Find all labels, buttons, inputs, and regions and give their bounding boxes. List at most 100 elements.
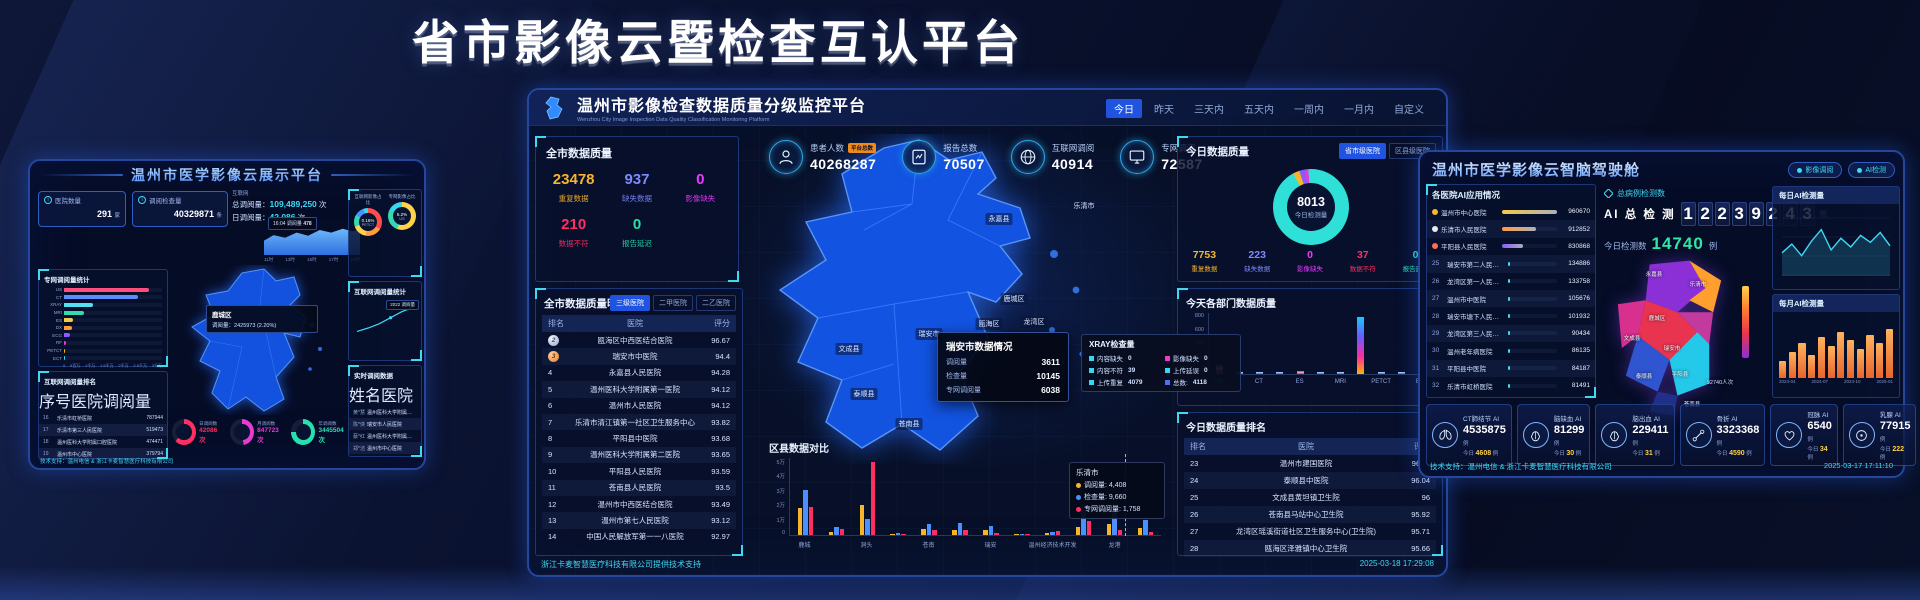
share-donut[interactable]: 互联网影像占比 0.16% PETCT [353,194,383,236]
xray-item: 内容不符 39 [1089,365,1157,375]
tooltip-text: 检查量: 9,660 [1084,494,1127,501]
bar-group [859,458,876,535]
line-chart[interactable]: 2022 调阅量 [349,298,421,338]
table-row: 11 苍南县人民医院 93.5 [542,479,736,496]
kpi-reports: 报告总数 70507 [902,140,984,174]
gauge-ring[interactable] [172,419,197,445]
x-tick: PETCT [1371,379,1391,385]
chip-value: 40329871 [173,209,214,219]
district-label: 瑞安市 [915,328,943,340]
table-row: 4 永嘉县人民医院 94.28 [542,365,736,381]
card-text: CT肺结节 AI 4535875 例今日 4608 例 [1463,413,1506,457]
series-bar [1137,528,1143,535]
time-tab[interactable]: 一月内 [1344,105,1374,116]
center-header: 温州市影像检查数据质量分级监控平台 Wenzhou City Image Ins… [529,90,1446,126]
left-map[interactable]: 鹿城区 调阅量：2425973 (2.20%) [172,265,342,417]
level-tab[interactable]: 省市级医院 [1339,143,1386,159]
chart-title: 区县数据对比 [769,444,829,455]
bar-fill [64,302,94,307]
image-share-box: 互联网影像占比 0.16% PETCT 专网影像占比 5.2% US [348,189,422,277]
ai-usage-row: 25 瑞安市第二人民医院 134886 [1427,255,1595,273]
bone-icon [1685,422,1712,448]
lungs-icon [1432,422,1458,448]
hbar-row: RF [39,339,167,347]
time-tab[interactable]: 今日 [1106,99,1142,118]
series-bar [870,461,876,535]
dot-icon [1797,167,1803,173]
gauge-ring[interactable] [291,419,316,445]
detail-table-box: 全市数据质量明细 三级医院 二甲医院 二乙医院 排名 医院 评分 2 瓯海区中西医结合医院… [535,288,743,556]
level-tab[interactable]: 三级医院 [610,295,650,311]
usage-bar-fill [1502,209,1557,214]
item-value: 4118 [1192,378,1207,386]
bar-track [64,356,162,361]
tooltip-value: 3611 [1041,357,1060,367]
share-donuts[interactable]: 互联网影像占比 0.16% PETCT 专网影像占比 5.2% US [349,190,421,240]
dept-bar [1256,372,1264,374]
totals-tag: 互联网 [232,191,249,197]
time-tab[interactable]: 昨天 [1154,105,1174,116]
wenzhou-map[interactable]: 永嘉县 乐清市 鹿城区 瓯海区 龙湾区 瑞安市 文成县 泰顺县 苍南县 [734,134,1184,480]
right-map[interactable]: 永嘉县乐清市鹿城区瑞安市文成县平阳县苍南县泰顺县 92740人次 [1602,256,1764,416]
rank-cell: 9 [548,450,553,460]
gauge-ring[interactable] [229,419,255,445]
image-retrieval-button[interactable]: 影像调阅 [1788,162,1843,178]
district-compare-chart[interactable]: 区县数据对比 5万 4万 3万 2万 1万 0 鹿城 洞头 苍南 瑞安 温州经济技术开发 龙港 乐清… [769,440,1171,566]
box-title: 实时调阅数据 [354,373,393,380]
legend-dot [1076,494,1081,500]
x-tick: 17时 [328,257,339,262]
daily-line-chart[interactable] [1776,206,1896,284]
today-counter: 今日检测数 14740 例 [1604,234,1718,253]
today-donut-chart[interactable]: 8013 今日检测量 [1273,169,1349,245]
usage-bar-track [1508,261,1557,266]
center-footer: 浙江卡麦智慧医疗科技有限公司提供技术支持 2025-03-18 17:29:08 [541,559,1434,570]
bar-fill [64,295,138,300]
daily-label: 日调阅量： [232,213,270,222]
plot-area [789,458,1161,536]
month-bar [1846,340,1855,378]
gauge-row: 日调阅数 42086次 月调阅数 847723次 年调阅数 3445504次 [172,419,348,445]
level-tab[interactable]: 二乙医院 [696,295,736,311]
time-tab[interactable]: 三天内 [1194,105,1224,116]
ai-card: 冠脉 AI 6540 例今日 34 例 [1770,404,1838,466]
kpi-row: 患者人数 平台总数 40268287 报告总数 70507 互联网调阅 40914 [769,140,1203,174]
hbar-chart[interactable]: US CT XRAY MRI ES DX ECG RF PETCT ECT [39,286,167,362]
stat-value: 7753 [1192,249,1217,261]
gauge-hole [234,423,250,441]
usage-bar-fill [1508,261,1510,266]
time-tab[interactable]: 一周内 [1294,105,1324,116]
rank-cell: 13 [548,515,557,525]
monthly-bar-chart[interactable] [1773,312,1899,378]
score-cell: 93.65 [711,450,730,460]
right-footer: 技术支持：温州电信 & 浙江卡麦智慧医疗科技有限公司 2025-03-17 17… [1430,461,1893,472]
hospital-cell: 瓯海区泽雅镇中心卫生院 [1264,544,1348,553]
table-row: 7 乐清市清江镇第一社区卫生服务中心 93.82 [542,413,736,431]
x-tick: 15时 [307,257,317,262]
today-stats: 7753 重复数据 223 缺失数据 0 影像缺失 37 数据不符 0 报告延迟 [1178,249,1442,273]
series-bar [1075,527,1081,535]
private-net-stats-box: 专网调阅量统计 US CT XRAY MRI ES DX ECG RF PETCT ECT 0 5百… [38,269,168,368]
legend-square [1165,367,1170,373]
dept-bar [1377,372,1385,374]
ai-detect-button[interactable]: AI检测 [1848,162,1895,178]
patient-icon [769,140,803,174]
metric-label: 影像缺失 [685,194,716,203]
column-header: 医院 [381,388,414,405]
cell: 519473 [146,427,163,433]
share-donut[interactable]: 专网影像占比 5.2% US [387,194,417,236]
time-tab[interactable]: 自定义 [1394,105,1424,116]
card-title: 冠脉 AI [1807,412,1829,419]
retrieval-area-chart[interactable]: 16:04 调阅量 478 11时13时15时17时19时 [264,217,360,263]
rank-cell: 12 [548,499,557,509]
breast-icon [1848,422,1875,448]
item-label: 内容不符 [1097,368,1123,375]
level-tab[interactable]: 二甲医院 [653,295,693,311]
score-cell: 96.67 [711,335,730,345]
hospital-cell: 龙湾区瑶溪街道社区卫生服务中心(卫生院) [1236,527,1376,536]
center-footer-time: 2025-03-18 17:29:08 [1359,559,1434,568]
item-label: 上传延误 [1173,368,1199,375]
time-tab[interactable]: 五天内 [1244,105,1274,116]
usage-bar-track [1508,331,1557,336]
center-title-block: 温州市影像检查数据质量分级监控平台 Wenzhou City Image Ins… [577,92,866,123]
hbar-row: CT [39,294,167,302]
